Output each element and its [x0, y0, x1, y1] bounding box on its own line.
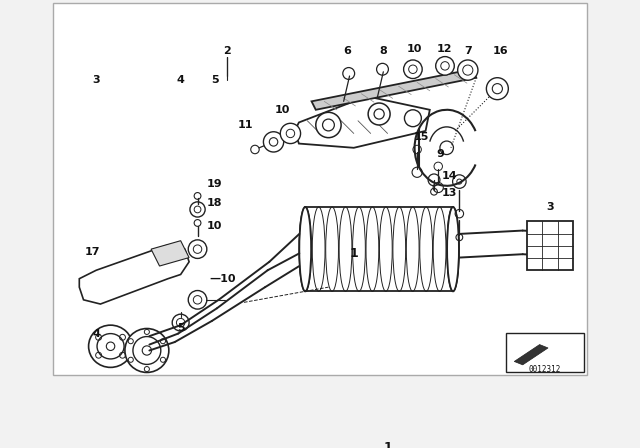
Ellipse shape	[88, 325, 132, 367]
Text: 17: 17	[84, 247, 100, 257]
Text: 4: 4	[92, 328, 100, 339]
Text: 7: 7	[464, 46, 472, 56]
Text: 16: 16	[493, 46, 509, 56]
Circle shape	[316, 112, 341, 138]
Circle shape	[368, 103, 390, 125]
Text: 12: 12	[436, 44, 452, 54]
Circle shape	[404, 110, 421, 127]
Text: 10: 10	[207, 221, 222, 231]
Ellipse shape	[125, 328, 169, 372]
Text: 10: 10	[275, 105, 290, 115]
Text: 11: 11	[238, 120, 253, 130]
Circle shape	[404, 60, 422, 78]
Circle shape	[458, 60, 478, 80]
Polygon shape	[312, 69, 476, 110]
Text: 14: 14	[442, 171, 457, 181]
Text: 1: 1	[349, 247, 358, 260]
Circle shape	[486, 78, 508, 99]
Ellipse shape	[300, 207, 311, 291]
Text: 3: 3	[547, 202, 554, 212]
Text: 18: 18	[207, 198, 222, 208]
Polygon shape	[151, 241, 189, 266]
Circle shape	[264, 132, 284, 152]
Text: —10: —10	[210, 274, 236, 284]
Polygon shape	[79, 245, 189, 304]
Text: 10: 10	[407, 44, 422, 54]
Text: 15: 15	[413, 132, 429, 142]
Text: 6: 6	[343, 46, 351, 56]
Text: 4: 4	[177, 75, 184, 85]
Text: 1: 1	[383, 441, 392, 448]
FancyBboxPatch shape	[527, 221, 573, 270]
FancyBboxPatch shape	[506, 333, 584, 371]
Polygon shape	[294, 97, 430, 148]
Text: 13: 13	[442, 188, 457, 198]
Circle shape	[436, 56, 454, 75]
Text: 8: 8	[380, 46, 387, 56]
Polygon shape	[515, 345, 548, 365]
Text: 0012312: 0012312	[529, 366, 561, 375]
Text: 9: 9	[436, 149, 444, 159]
Text: 5: 5	[211, 75, 219, 85]
Text: 3: 3	[92, 75, 100, 85]
Text: 2: 2	[223, 46, 231, 56]
Text: 19: 19	[207, 179, 222, 189]
Circle shape	[280, 123, 301, 143]
Text: 5: 5	[177, 323, 184, 333]
FancyBboxPatch shape	[53, 4, 587, 375]
Ellipse shape	[447, 207, 459, 291]
